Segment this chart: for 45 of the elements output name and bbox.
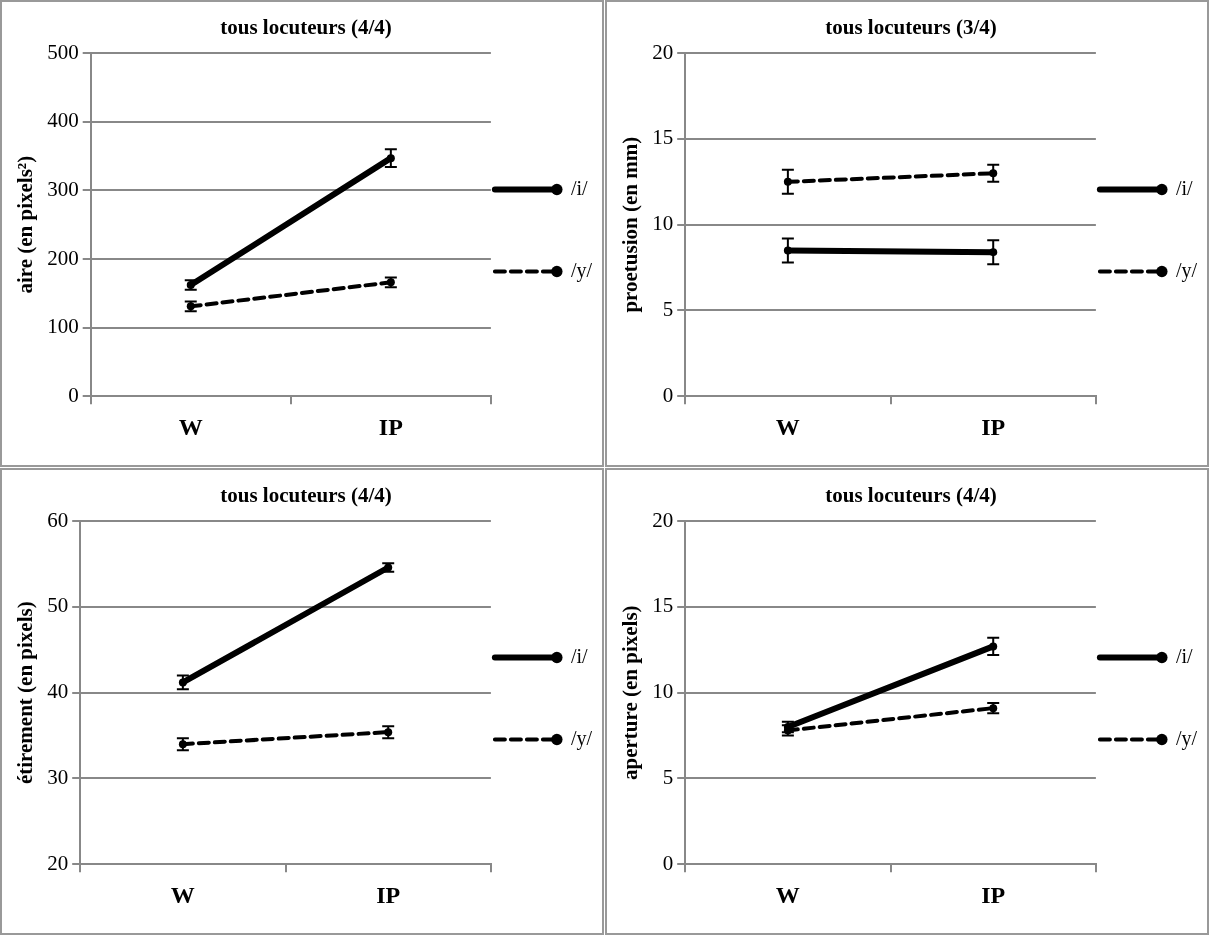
x-tick-label: W	[775, 413, 800, 440]
chart-title: tous locuteurs (3/4)	[825, 15, 997, 40]
y-tick-label: 20	[47, 850, 69, 875]
chart-title: tous locuteurs (4/4)	[220, 15, 392, 40]
y-tick-label: 400	[47, 108, 79, 133]
chart-title: tous locuteurs (4/4)	[825, 483, 997, 508]
y-tick-label: 15	[652, 593, 674, 618]
y-axis-title: proetusion (en mm)	[618, 136, 643, 313]
chart-title: tous locuteurs (4/4)	[220, 483, 392, 508]
y-tick-label: 20	[652, 507, 674, 532]
legend-label: /y/	[570, 258, 593, 282]
legend-label: /y/	[1175, 258, 1198, 282]
x-tick-label: IP	[981, 881, 1006, 908]
y-tick-label: 500	[47, 39, 79, 64]
y-tick-label: 300	[47, 176, 79, 201]
x-tick-label: W	[178, 413, 203, 440]
x-tick-label: IP	[981, 413, 1006, 440]
y-tick-label: 200	[47, 245, 79, 270]
legend-label: /i/	[570, 176, 588, 199]
y-tick-label: 0	[68, 382, 79, 407]
legend-label: /i/	[570, 644, 588, 667]
y-tick-label: 0	[662, 850, 674, 875]
y-tick-label: 10	[652, 211, 674, 236]
y-tick-label: 40	[47, 679, 69, 704]
y-tick-label: 50	[47, 593, 69, 618]
legend-label: /y/	[570, 726, 593, 750]
y-tick-label: 30	[47, 764, 69, 789]
y-tick-label: 20	[652, 39, 674, 64]
y-axis-title: étirement (en pixels)	[13, 601, 38, 785]
x-tick-label: W	[170, 881, 195, 908]
y-tick-label: 100	[47, 314, 79, 339]
y-tick-label: 15	[652, 125, 674, 150]
x-tick-label: IP	[378, 413, 403, 440]
legend-label: /y/	[1175, 726, 1198, 750]
y-tick-label: 60	[47, 507, 69, 532]
legend-label: /i/	[1175, 176, 1193, 199]
y-axis-title: aperture (en pixels)	[618, 605, 643, 780]
legend-label: /i/	[1175, 644, 1193, 667]
y-axis-title: aire (en pixels²)	[13, 155, 38, 294]
y-tick-label: 10	[652, 679, 674, 704]
x-tick-label: W	[775, 881, 800, 908]
y-tick-label: 5	[662, 764, 674, 789]
x-tick-label: IP	[376, 881, 401, 908]
y-tick-label: 5	[662, 296, 674, 321]
y-tick-label: 0	[662, 382, 674, 407]
